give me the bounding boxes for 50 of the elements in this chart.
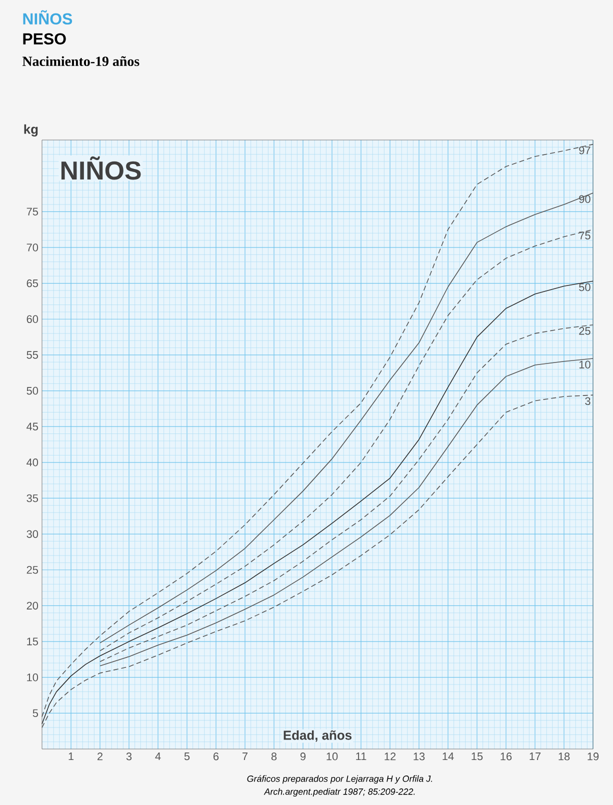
y-tick-label: 10 <box>27 673 38 682</box>
x-tick-label: 15 <box>472 752 483 760</box>
x-tick-label: 1 <box>68 752 74 760</box>
x-tick-label: 4 <box>155 752 161 760</box>
y-tick-label: 40 <box>26 458 38 466</box>
x-tick-label: 16 <box>500 752 512 760</box>
chart-title: NIÑOS <box>23 10 72 25</box>
x-axis-title: Edad, años <box>284 730 352 742</box>
y-tick-label: 20 <box>26 602 38 610</box>
y-tick-label: 25 <box>26 566 38 574</box>
chart-subtitle: PESO <box>23 33 66 44</box>
x-tick-label: 14 <box>442 752 454 760</box>
y-tick-label: 5 <box>32 709 38 717</box>
x-tick-label: 7 <box>242 752 248 760</box>
y-tick-label: 55 <box>26 351 38 359</box>
x-tick-label: 6 <box>214 752 219 760</box>
x-tick-label: 17 <box>530 752 541 760</box>
text: Arch.argent.pediatr 1987; 85:209-222. <box>264 788 415 797</box>
annotation: NIÑOS <box>61 156 141 180</box>
x-tick-label: 12 <box>384 752 396 760</box>
y-tick-label: 15 <box>27 638 38 646</box>
x-tick-label: 10 <box>326 752 338 760</box>
y-tick-label: 30 <box>26 530 38 538</box>
series-label: 97 <box>579 146 590 154</box>
text: Gráficos preparados por Lejarraga H y Orfila J. <box>247 775 432 784</box>
x-tick-label: 13 <box>414 752 425 760</box>
y-tick-label: 70 <box>26 244 38 252</box>
text: Nacimiento-19 años <box>22 56 140 66</box>
series-label: 10 <box>579 360 590 368</box>
y-tick-label: 65 <box>26 279 38 288</box>
x-tick-label: 2 <box>98 752 102 760</box>
line-series <box>42 280 594 724</box>
x-tick-label: 18 <box>558 752 570 760</box>
y-tick-label: 60 <box>26 315 38 323</box>
x-tick-label: 19 <box>588 752 599 760</box>
y-tick-label: 50 <box>26 386 38 395</box>
x-tick-label: 5 <box>184 752 190 760</box>
series-label: 25 <box>579 327 590 335</box>
x-tick-label: 9 <box>300 752 306 760</box>
series-label: 3 <box>585 397 590 406</box>
series-label: 90 <box>579 195 590 203</box>
x-tick-label: 11 <box>356 752 366 760</box>
y-axis-title: kg <box>24 124 38 136</box>
x-tick-label: 8 <box>271 752 277 760</box>
series-label: 50 <box>579 283 590 292</box>
y-tick-label: 35 <box>26 494 38 502</box>
series-label: 75 <box>579 232 590 240</box>
x-tick-label: 3 <box>126 752 132 760</box>
y-tick-label: 45 <box>26 422 38 430</box>
y-tick-label: 75 <box>26 208 38 216</box>
